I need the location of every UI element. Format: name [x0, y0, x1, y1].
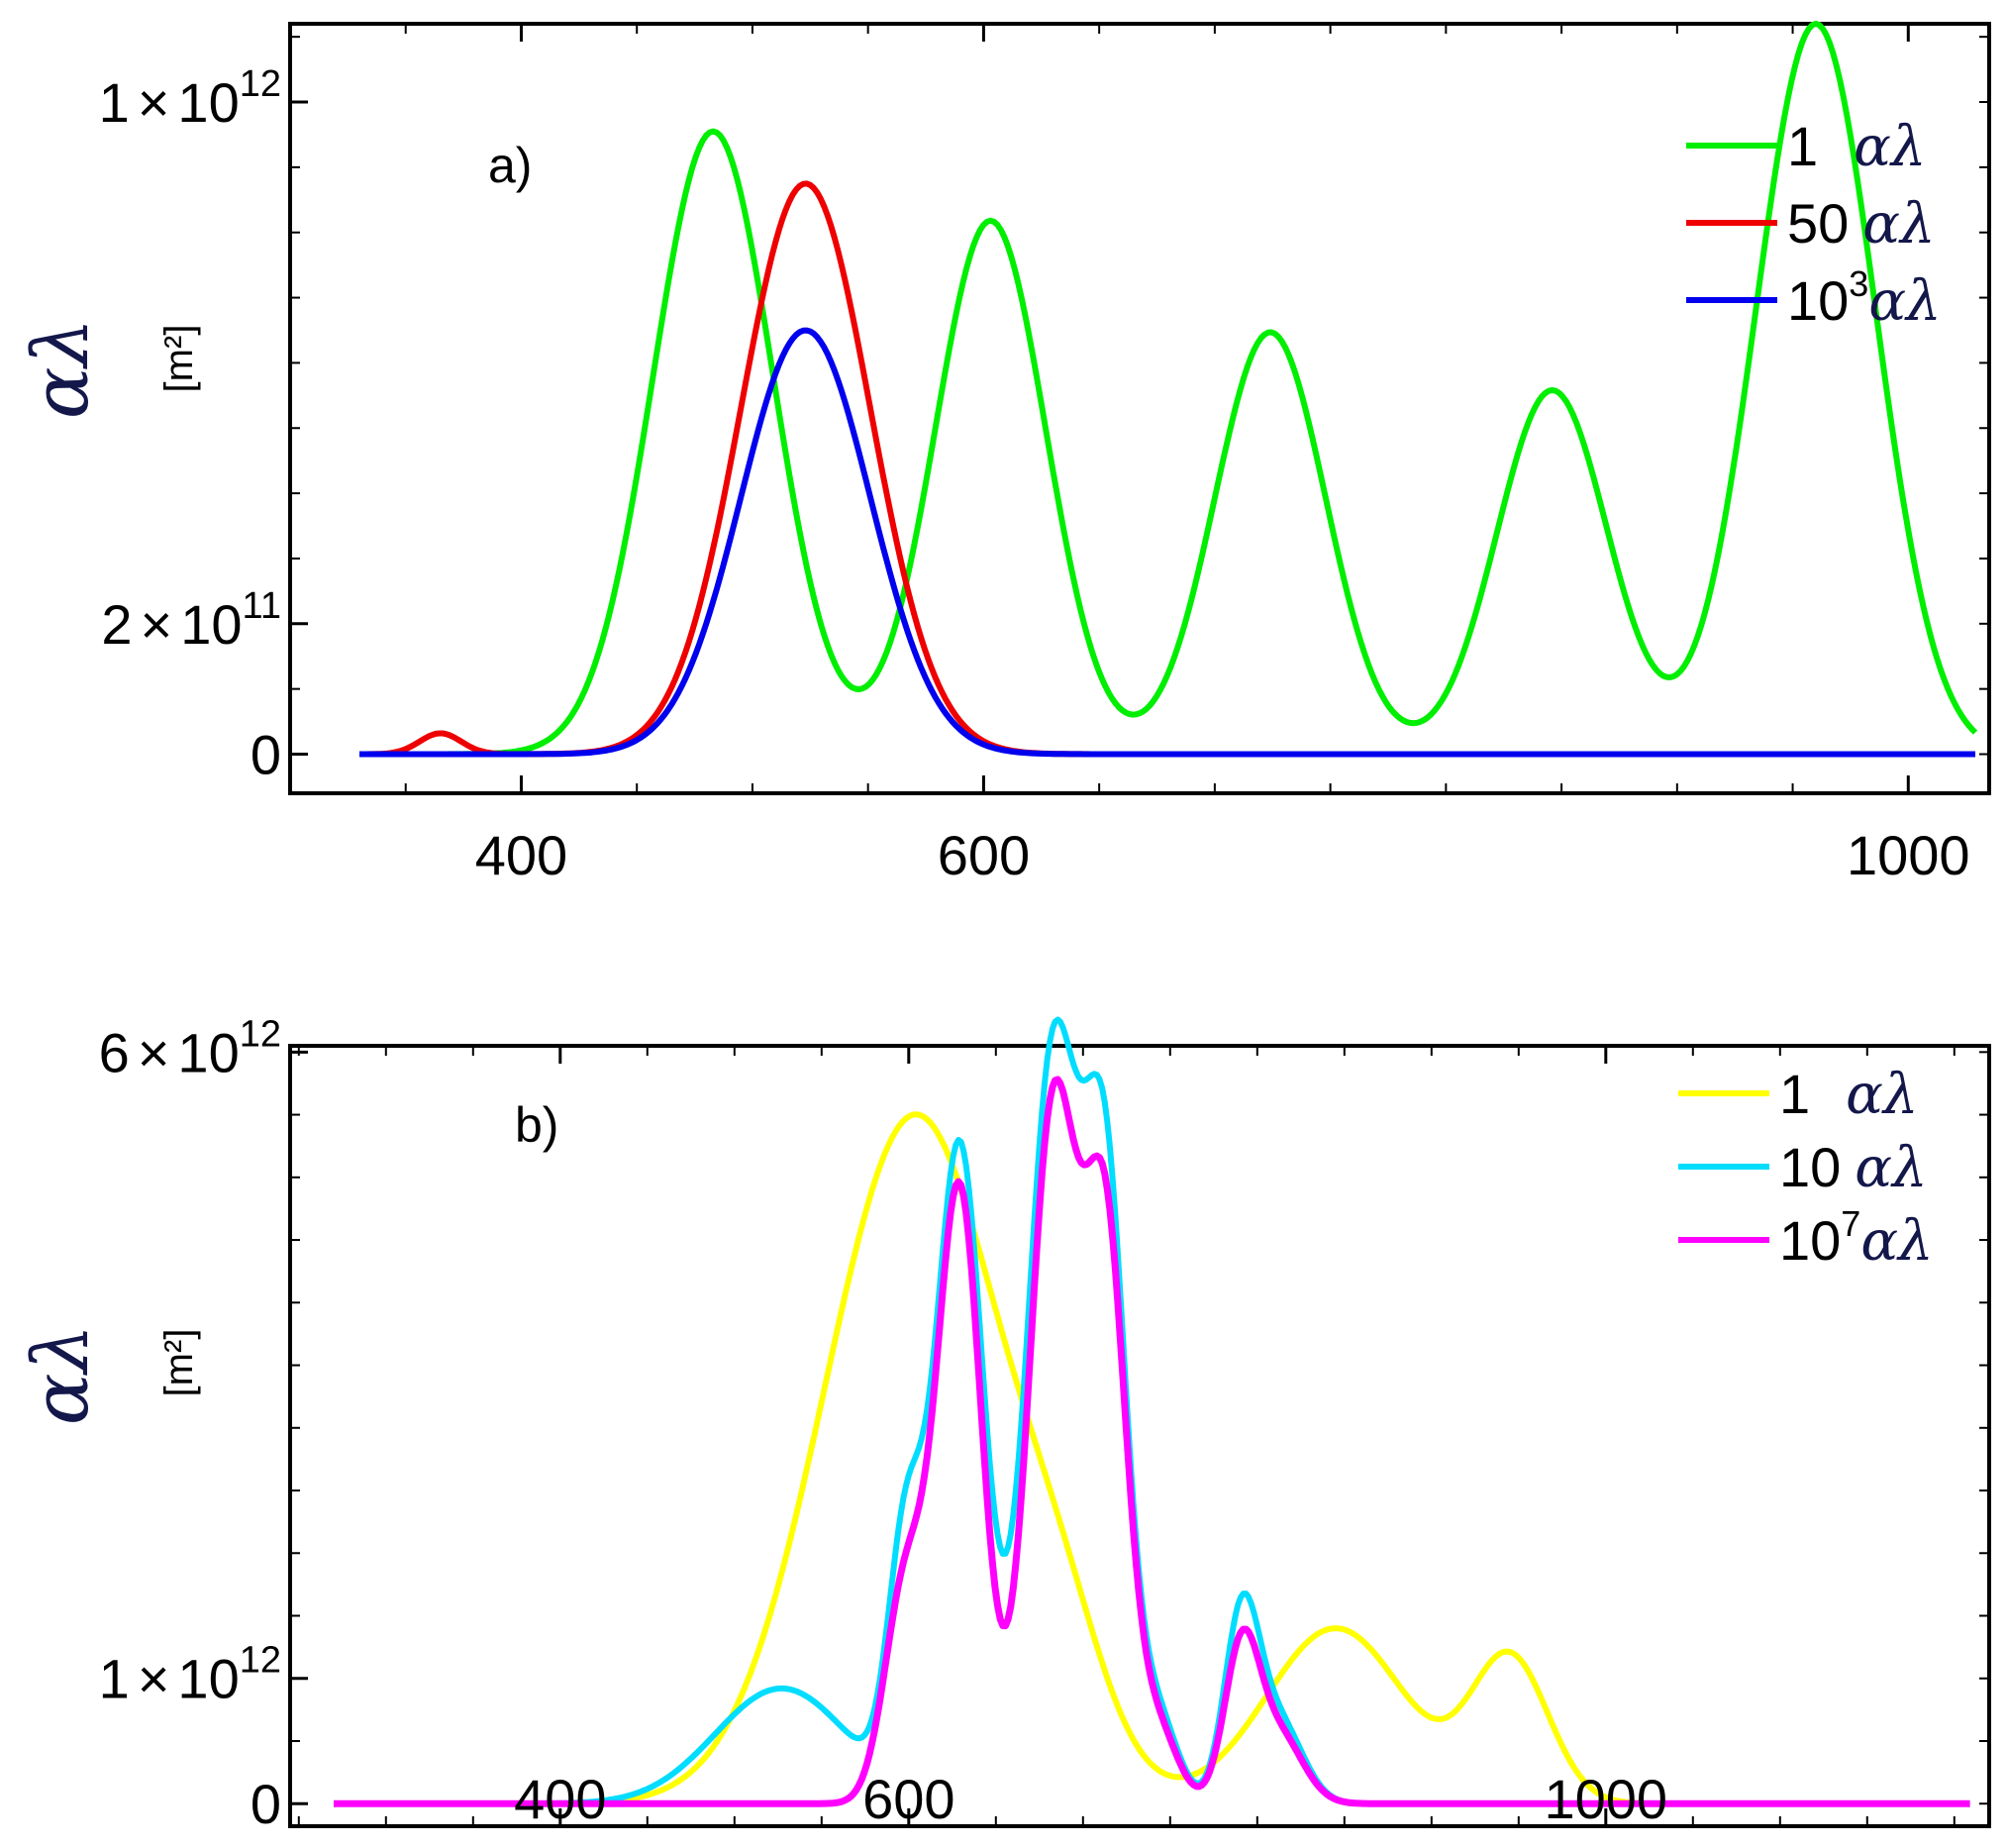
y-tick-mantissa: 1: [99, 71, 130, 134]
legend-factor: 1: [1779, 1063, 1810, 1125]
y-tick-exponent: 12: [240, 1640, 281, 1682]
legend-alpha: αλ: [1846, 1063, 1918, 1127]
legend-label: 10 αλ: [1779, 1136, 1928, 1200]
legend-label: 103αλ: [1787, 263, 1942, 334]
panel-a-minor-ticks: [289, 24, 1989, 793]
y-tick-label: 0: [251, 1773, 281, 1835]
y-tick-times: ×: [138, 71, 170, 134]
panel-a-y-axis-symbol: αλ: [17, 318, 106, 419]
y-tick-label: 1 × 1012: [99, 1640, 281, 1710]
legend-alpha: αλ: [1868, 269, 1941, 334]
x-tick-label: 400: [475, 824, 567, 886]
panel-b-minor-ticks: [290, 1046, 1989, 1826]
y-tick-mantissa: 1: [99, 1648, 130, 1710]
series-line-b-2: [333, 1076, 1971, 1807]
legend-alpha: αλ: [1854, 115, 1926, 179]
series-line-a-2: [359, 327, 1975, 758]
y-tick-times: ×: [141, 593, 173, 656]
legend-label: 50 αλ: [1787, 192, 1936, 257]
y-tick-label-text: 1 × 1012: [99, 1640, 281, 1710]
y-tick-label-text: 6 × 1012: [99, 1013, 281, 1083]
legend-factor: 10: [1787, 269, 1849, 332]
y-tick-mantissa: 2: [101, 593, 132, 656]
panel-b-series: [333, 1016, 1971, 1807]
panel-a-y-axis-unit: [m²]: [157, 325, 201, 393]
legend-exponent: 3: [1849, 263, 1868, 304]
y-tick-ten: 10: [177, 71, 239, 134]
panel-b-frame: [288, 1044, 1991, 1828]
panel-b-label: b): [515, 1097, 558, 1153]
x-tick-label: 600: [938, 824, 1030, 886]
x-tick-label: 1000: [1545, 1768, 1668, 1830]
panel-a-label: a): [488, 138, 532, 193]
panel-b-y-axis-unit: [m²]: [157, 1329, 201, 1397]
x-tick-label: 600: [862, 1768, 954, 1830]
legend-alpha: αλ: [1862, 192, 1935, 257]
panel-a-frame: [288, 22, 1991, 795]
legend-factor: 1: [1787, 115, 1818, 177]
y-tick-label: 1 × 1012: [99, 63, 281, 134]
y-tick-ten: 10: [180, 593, 242, 656]
x-tick-label: 400: [514, 1768, 606, 1830]
y-tick-times: ×: [138, 1648, 170, 1710]
y-tick-label: 2 × 1011: [101, 585, 281, 656]
y-tick-mantissa: 6: [99, 1021, 130, 1083]
y-tick-exponent: 11: [243, 585, 281, 627]
legend-alpha: αλ: [1855, 1136, 1927, 1200]
y-tick-ten: 10: [177, 1648, 239, 1710]
y-tick-times: ×: [138, 1021, 170, 1083]
legend-factor: 10: [1779, 1209, 1841, 1272]
legend-alpha: αλ: [1860, 1209, 1933, 1274]
y-tick-label: 0: [251, 723, 281, 785]
legend-exponent: 7: [1841, 1203, 1860, 1244]
y-tick-exponent: 12: [240, 63, 281, 105]
legend-factor: 10: [1779, 1136, 1841, 1198]
y-tick-label: 6 × 1012: [99, 1013, 281, 1083]
y-tick-ten: 10: [177, 1021, 239, 1083]
x-tick-label: 1000: [1847, 824, 1970, 886]
legend-label: 107αλ: [1779, 1203, 1934, 1274]
panel-b-y-axis-symbol: αλ: [17, 1324, 106, 1425]
y-tick-exponent: 12: [240, 1013, 281, 1055]
y-tick-label-text: 2 × 1011: [101, 585, 281, 656]
panel-a-series: [359, 21, 1978, 758]
legend-factor: 50: [1787, 192, 1849, 255]
series-line-b-0: [333, 1111, 1970, 1807]
y-tick-label-text: 1 × 1012: [99, 63, 281, 134]
series-line-a-0: [359, 21, 1978, 758]
legend-label: 1 αλ: [1779, 1063, 1918, 1127]
legend-label: 1 αλ: [1787, 115, 1926, 179]
